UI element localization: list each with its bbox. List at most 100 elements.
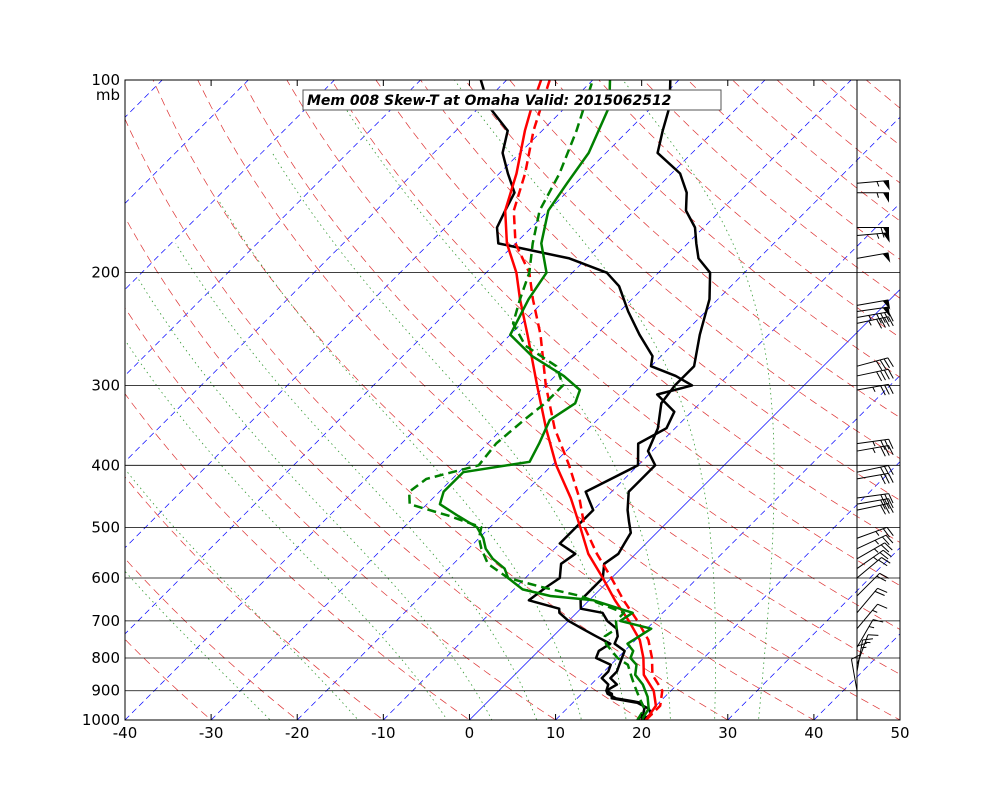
isotherm-line <box>469 288 900 720</box>
dry-adiabat <box>125 393 471 720</box>
y-tick-label: 1000 <box>82 711 120 729</box>
dry-adiabat <box>598 80 900 338</box>
isotherm-line <box>555 375 900 720</box>
dry-adiabat <box>241 80 900 675</box>
dry-adiabat <box>125 557 298 720</box>
chart-title-box <box>302 89 722 111</box>
dry-adiabat <box>776 80 900 184</box>
dry-adiabat <box>821 80 900 146</box>
x-tick-label: 10 <box>546 724 565 742</box>
x-tick-label: 20 <box>632 724 651 742</box>
wind-barb <box>857 192 889 203</box>
moist-adiabat <box>175 243 538 720</box>
series-line-5 <box>407 80 646 720</box>
x-tick-label: -30 <box>199 724 224 742</box>
wind-barb <box>856 603 888 630</box>
series-line-2 <box>503 80 658 720</box>
y-tick-label: 100 <box>91 71 120 89</box>
wind-barb <box>856 503 894 515</box>
y-tick-label: 500 <box>91 518 120 536</box>
dry-adiabat <box>375 80 900 543</box>
dry-adiabat <box>420 80 900 501</box>
wind-barb <box>856 526 894 539</box>
isotherm-line <box>125 80 594 549</box>
y-unit-label: mb <box>96 86 120 104</box>
isotherm-line <box>125 80 249 204</box>
wind-barb <box>856 587 888 614</box>
axis-ticks: -40 -30 -20 -10 0 10 20 30 40 50 100 200 300 400 500 60… <box>82 71 910 742</box>
isotherm-line <box>986 80 1000 720</box>
y-tick-label: 800 <box>91 649 120 667</box>
x-tick-label: -20 <box>285 724 310 742</box>
dry-adiabat <box>152 80 815 720</box>
x-tick-label: -10 <box>371 724 396 742</box>
series-line-1 <box>479 80 694 720</box>
dry-adiabat <box>955 80 1000 734</box>
isotherm-line <box>125 80 421 377</box>
dry-adiabat <box>197 80 900 720</box>
dry-adiabat <box>331 80 900 587</box>
y-tick-label: 200 <box>91 264 120 282</box>
moist-adiabat <box>622 80 775 720</box>
y-tick-label: 300 <box>91 376 120 394</box>
dry-adiabat <box>464 80 900 460</box>
wind-barb <box>856 572 890 597</box>
moist-adiabat <box>454 80 716 720</box>
y-tick-label: 400 <box>91 456 120 474</box>
x-tick-label: 30 <box>718 724 737 742</box>
background-grid <box>0 80 1000 734</box>
moist-adiabat <box>125 468 359 720</box>
wind-barb <box>856 445 894 457</box>
dry-adiabat <box>509 80 900 419</box>
wind-barb <box>856 252 891 263</box>
wind-barb <box>856 357 894 371</box>
isotherm-line <box>0 80 76 720</box>
moist-adiabat <box>219 201 582 720</box>
moist-adiabat <box>125 339 448 720</box>
wind-barb <box>856 472 894 485</box>
wind-barb <box>856 557 891 579</box>
isotherm-line <box>641 461 900 720</box>
y-tick-label: 600 <box>91 569 120 587</box>
isotherm-line <box>125 80 335 290</box>
isotherm-line <box>125 80 163 118</box>
x-tick-label: 0 <box>465 724 475 742</box>
isotherm-line <box>899 719 900 720</box>
dry-adiabat <box>125 476 384 720</box>
y-tick-label: 900 <box>91 682 120 700</box>
series-line-0 <box>579 80 712 720</box>
wind-barb <box>856 465 894 477</box>
dry-adiabat <box>125 118 729 720</box>
series-line-4 <box>438 80 653 720</box>
wind-barbs <box>850 179 894 691</box>
dry-adiabat <box>911 80 1000 734</box>
moist-adiabat <box>271 152 627 720</box>
y-tick-label: 700 <box>91 612 120 630</box>
wind-barb <box>856 549 892 570</box>
wind-barb <box>856 534 894 550</box>
dry-adiabat <box>553 80 900 378</box>
wind-barb <box>856 638 873 672</box>
moist-adiabat <box>138 279 493 720</box>
wind-barb <box>856 232 890 243</box>
wind-barb <box>856 438 894 451</box>
wind-barb <box>856 316 894 329</box>
moist-adiabat <box>125 570 271 720</box>
wind-barb <box>856 619 884 648</box>
dry-adiabat <box>865 80 900 109</box>
dry-adiabat <box>125 307 557 720</box>
dry-adiabat <box>125 216 643 720</box>
wind-barb <box>856 179 890 191</box>
isotherm-line <box>210 80 852 720</box>
dry-adiabat <box>732 80 900 222</box>
isotherm-line <box>125 80 680 635</box>
isotherm-line <box>727 547 900 720</box>
isotherm-line <box>125 80 507 463</box>
series-line-3 <box>512 80 664 720</box>
wind-barb <box>857 226 889 238</box>
profile-lines <box>407 80 712 720</box>
wind-barb <box>856 542 893 560</box>
dry-adiabat <box>125 638 212 720</box>
plot-frame <box>124 79 901 721</box>
